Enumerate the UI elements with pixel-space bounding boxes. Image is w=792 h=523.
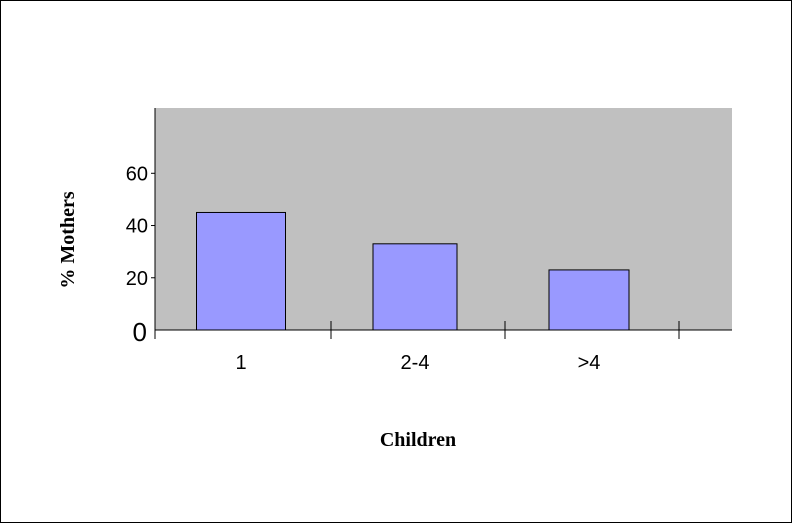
y-tick-label: 20 <box>126 268 148 290</box>
y-tick-label: 60 <box>126 163 148 185</box>
y-axis-title: % Mothers <box>57 191 79 288</box>
y-tick-label: 0 <box>133 317 147 347</box>
x-tick-label: >4 <box>578 352 601 374</box>
bar->4 <box>548 269 630 331</box>
x-axis-title: Children <box>380 429 456 451</box>
bar-series <box>196 211 630 331</box>
x-tick-label: 2-4 <box>401 352 430 374</box>
bar-2-4 <box>372 243 458 331</box>
y-tick-label: 40 <box>126 216 148 238</box>
x-axis-ticks: 1 2-4 >4 <box>154 321 680 374</box>
bar-1 <box>196 211 286 331</box>
x-tick-label: 1 <box>235 352 246 374</box>
y-axis-ticks: 0 20 40 60 <box>126 163 155 347</box>
